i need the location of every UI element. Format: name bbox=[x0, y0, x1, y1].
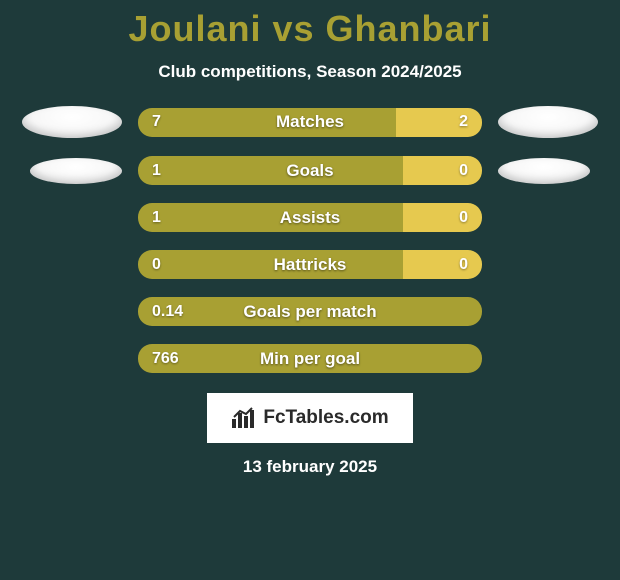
comparison-infographic: Joulani vs Ghanbari Club competitions, S… bbox=[0, 0, 620, 477]
stat-label: Goals per match bbox=[243, 302, 376, 322]
stat-bar: Min per goal 766 bbox=[138, 344, 482, 373]
stat-bar-left-segment bbox=[138, 203, 403, 232]
stat-row: Min per goal 766 bbox=[0, 344, 620, 373]
avatar-spacer bbox=[22, 358, 122, 359]
avatar-spacer bbox=[498, 358, 598, 359]
avatar-spacer bbox=[22, 311, 122, 312]
stat-bar-right-segment bbox=[403, 203, 482, 232]
stat-bar: Assists 1 0 bbox=[138, 203, 482, 232]
stat-label: Matches bbox=[276, 112, 344, 132]
stat-label: Min per goal bbox=[260, 349, 360, 369]
stat-label: Goals bbox=[286, 161, 333, 181]
stat-value-left: 1 bbox=[152, 162, 161, 180]
avatar-spacer bbox=[498, 311, 598, 312]
page-title: Joulani vs Ghanbari bbox=[0, 8, 620, 50]
stat-value-left: 7 bbox=[152, 113, 161, 131]
stat-row: Goals per match 0.14 bbox=[0, 297, 620, 326]
date-label: 13 february 2025 bbox=[0, 457, 620, 477]
stat-bar-right-segment bbox=[403, 250, 482, 279]
stat-label: Hattricks bbox=[274, 255, 347, 275]
avatar-spacer bbox=[22, 264, 122, 265]
stat-value-right: 2 bbox=[459, 113, 468, 131]
player-right-avatar bbox=[498, 106, 598, 138]
stat-bar-right-segment bbox=[396, 108, 482, 137]
logo-badge: FcTables.com bbox=[207, 393, 413, 443]
logo-chart-icon bbox=[231, 407, 257, 429]
player-left-avatar bbox=[22, 106, 122, 138]
stat-value-left: 0.14 bbox=[152, 303, 183, 321]
stat-row: Goals 1 0 bbox=[0, 156, 620, 185]
avatar-spacer bbox=[498, 264, 598, 265]
subtitle: Club competitions, Season 2024/2025 bbox=[0, 62, 620, 82]
stat-label: Assists bbox=[280, 208, 340, 228]
stat-row: Hattricks 0 0 bbox=[0, 250, 620, 279]
stat-bar-left-segment bbox=[138, 108, 396, 137]
stat-value-left: 766 bbox=[152, 350, 179, 368]
logo-text: FcTables.com bbox=[263, 407, 388, 429]
stat-bar: Goals 1 0 bbox=[138, 156, 482, 185]
stat-bar: Hattricks 0 0 bbox=[138, 250, 482, 279]
avatar-spacer bbox=[22, 217, 122, 218]
stat-value-left: 1 bbox=[152, 209, 161, 227]
stat-value-right: 0 bbox=[459, 162, 468, 180]
stat-row: Assists 1 0 bbox=[0, 203, 620, 232]
stat-bar: Goals per match 0.14 bbox=[138, 297, 482, 326]
stat-bar-right-segment bbox=[403, 156, 482, 185]
stat-bar-left-segment bbox=[138, 156, 403, 185]
stat-row: Matches 7 2 bbox=[0, 106, 620, 138]
avatar-spacer bbox=[498, 217, 598, 218]
stat-bar: Matches 7 2 bbox=[138, 108, 482, 137]
player-right-avatar bbox=[498, 158, 590, 184]
stat-bar-left-segment bbox=[138, 250, 403, 279]
stat-value-right: 0 bbox=[459, 209, 468, 227]
stat-rows: Matches72Goals10Assists10Hattricks00Goal… bbox=[0, 106, 620, 373]
player-left-avatar bbox=[30, 158, 122, 184]
stat-value-right: 0 bbox=[459, 256, 468, 274]
stat-value-left: 0 bbox=[152, 256, 161, 274]
